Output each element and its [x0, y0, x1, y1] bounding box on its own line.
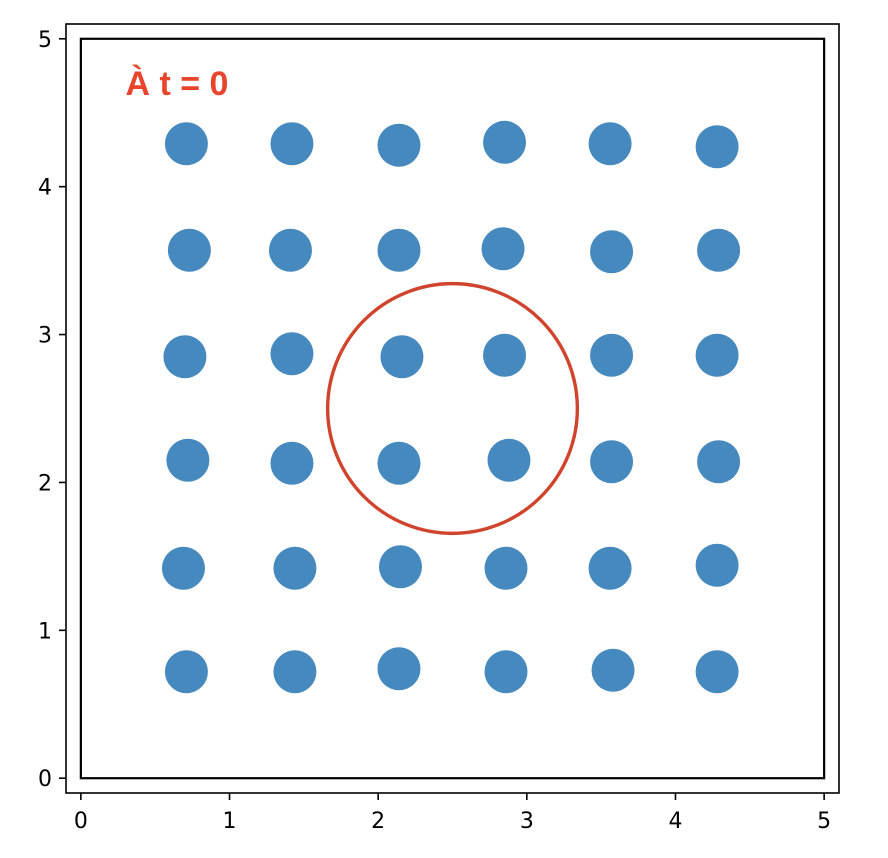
x-tick-label: 1	[223, 809, 237, 834]
scatter-point	[270, 122, 314, 166]
scatter-point	[166, 438, 210, 482]
scatter-point	[378, 545, 422, 589]
scatter-point	[588, 546, 632, 590]
scatter-point	[270, 332, 314, 376]
x-tick-label: 2	[371, 809, 385, 834]
scatter-point	[164, 122, 208, 166]
y-tick-label: 2	[38, 471, 52, 496]
scatter-point	[481, 227, 525, 271]
scatter-point	[273, 546, 317, 590]
scatter-point	[590, 440, 634, 484]
scatter-point	[377, 441, 421, 485]
scatter-point	[590, 333, 634, 377]
x-tick-label: 4	[668, 809, 682, 834]
highlight-circle	[325, 281, 580, 536]
y-tick-label: 5	[38, 28, 52, 53]
scatter-point	[591, 648, 635, 692]
scatter-point	[695, 650, 739, 694]
x-tick-label: 5	[817, 809, 831, 834]
scatter-point	[484, 546, 528, 590]
scatter-point	[483, 333, 527, 377]
annotation-label: À t = 0	[125, 65, 228, 103]
scatter-point	[697, 440, 741, 484]
domain-box	[79, 37, 826, 780]
scatter-point	[590, 230, 634, 274]
scatter-point	[484, 650, 528, 694]
y-tick-label: 0	[38, 767, 52, 792]
scatter-point	[268, 228, 312, 272]
scatter-point	[483, 120, 527, 164]
scatter-point	[380, 335, 424, 379]
scatter-point	[377, 228, 421, 272]
scatter-point	[273, 650, 317, 694]
scatter-point	[167, 228, 211, 272]
scatter-point	[588, 122, 632, 166]
x-tick-label: 0	[74, 809, 88, 834]
scatter-point	[695, 125, 739, 169]
scatter-point	[161, 546, 205, 590]
y-tick-label: 3	[38, 324, 52, 349]
y-tick-label: 4	[38, 176, 52, 201]
scatter-point	[377, 647, 421, 691]
axes-frame	[65, 23, 840, 794]
x-tick-label: 3	[520, 809, 534, 834]
scatter-point	[695, 543, 739, 587]
scatter-point	[377, 123, 421, 167]
scatter-point	[697, 228, 741, 272]
scatter-point	[163, 335, 207, 379]
scatter-point	[487, 438, 531, 482]
y-tick-label: 1	[38, 619, 52, 644]
scatter-point	[164, 650, 208, 694]
scatter-point	[695, 333, 739, 377]
scatter-point	[270, 441, 314, 485]
